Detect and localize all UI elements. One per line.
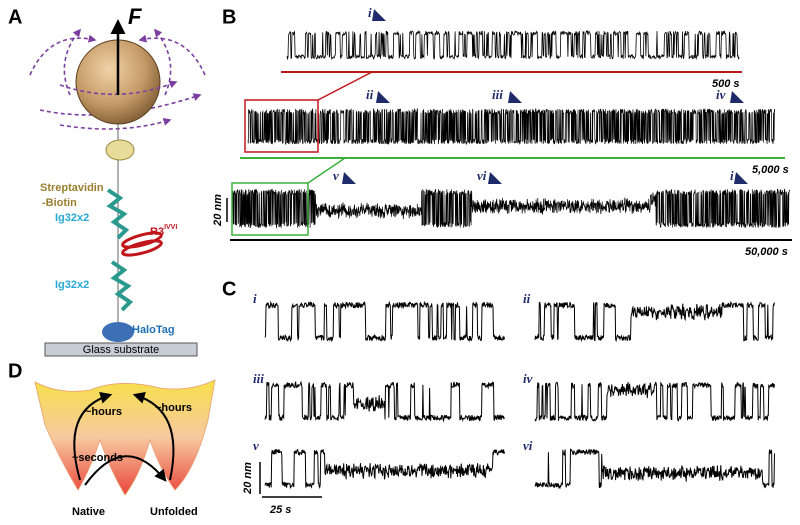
label: -Biotin — [42, 197, 77, 209]
label: Ig32x2 — [55, 212, 89, 224]
label: Unfolded — [150, 506, 198, 518]
trace-label: vi — [523, 438, 533, 453]
trace — [534, 381, 775, 422]
marker-label: v — [333, 168, 339, 183]
transition-arrows — [73, 392, 175, 486]
trace-label: iii — [253, 371, 264, 386]
marker-label: ii — [366, 87, 374, 102]
markers: i ii iii iv v vi i — [333, 5, 748, 184]
label: Glass substrate — [83, 344, 159, 356]
marker-label: i — [368, 5, 372, 20]
trace — [264, 448, 505, 490]
traces — [231, 29, 791, 490]
label: Native — [72, 506, 105, 518]
scale-label: 20 nm — [242, 462, 254, 495]
trace — [231, 188, 791, 229]
marker-label: vi — [477, 168, 487, 183]
trace — [534, 448, 775, 490]
label: HaloTag — [132, 324, 175, 336]
panel-letter: C — [222, 278, 236, 300]
scale-label: 25 s — [269, 504, 291, 516]
panel-letter: A — [8, 6, 22, 28]
label: Streptavidin — [40, 182, 104, 194]
zoom-box — [231, 182, 309, 236]
trace — [264, 380, 505, 423]
energy-landscape — [34, 379, 216, 496]
zoom-line — [317, 71, 373, 101]
substrate — [44, 342, 198, 357]
marker-label: iv — [716, 87, 726, 102]
label: R3IVVI — [150, 224, 177, 238]
force-label: F — [128, 4, 142, 29]
scale-label: 20 nm — [212, 194, 224, 227]
trace — [247, 107, 776, 146]
marker-label: i — [730, 168, 734, 183]
trace — [264, 300, 505, 343]
trace — [534, 300, 775, 343]
trace-label: ii — [523, 291, 531, 306]
label: ~hours — [85, 406, 122, 418]
scale-label: 5,000 s — [752, 164, 789, 176]
label: ~seconds — [72, 452, 123, 464]
marker-label: iii — [492, 87, 503, 102]
label: Ig32x2 — [55, 279, 89, 291]
scale-label: 500 s — [712, 78, 740, 90]
scale-label: 50,000 s — [745, 246, 788, 258]
protein — [102, 124, 163, 342]
trace-label: iv — [523, 371, 533, 386]
field-lines — [29, 28, 206, 130]
panel-letter: D — [8, 360, 22, 382]
zoom-line — [307, 157, 346, 184]
trace-label: v — [253, 438, 259, 453]
label: ~hours — [155, 402, 192, 414]
trace-label: i — [253, 291, 257, 306]
panel-letter: B — [222, 6, 236, 28]
trace — [286, 29, 740, 61]
zoom-box — [244, 99, 319, 153]
